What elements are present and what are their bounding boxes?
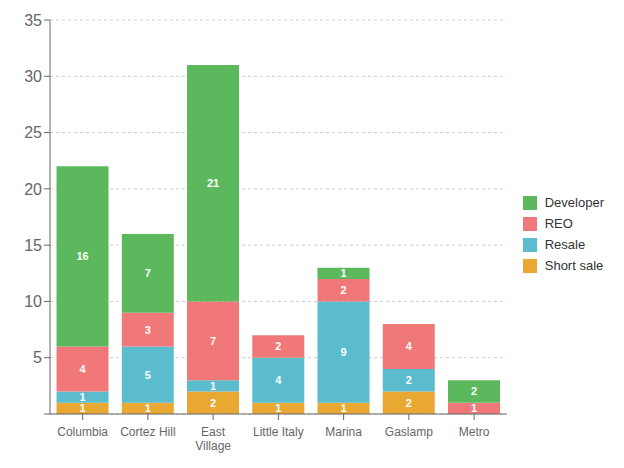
html-text:Developer: Developer — [544, 195, 604, 210]
svg-text:4: 4 — [406, 340, 413, 352]
html-text:Short sale: Short sale — [544, 258, 604, 273]
svg-text:20: 20 — [24, 181, 42, 198]
html-text:REO: REO — [544, 216, 573, 231]
svg-text:2: 2 — [340, 284, 346, 296]
svg-text:2: 2 — [210, 397, 216, 409]
svg-text:Metro: Metro — [459, 425, 490, 439]
svg-text:1: 1 — [145, 402, 151, 414]
svg-text:1: 1 — [471, 402, 477, 414]
svg-text:Gaslamp: Gaslamp — [385, 425, 433, 439]
svg-text:1: 1 — [79, 402, 85, 414]
svg-text:10: 10 — [24, 293, 42, 310]
svg-text:25: 25 — [24, 124, 42, 141]
svg-text:16: 16 — [76, 250, 88, 262]
svg-text:1: 1 — [340, 402, 346, 414]
svg-text:4: 4 — [79, 363, 86, 375]
svg-text:2: 2 — [406, 397, 412, 409]
svg-text:1: 1 — [275, 402, 281, 414]
svg-text:Little Italy: Little Italy — [253, 425, 304, 439]
svg-text:3: 3 — [145, 324, 151, 336]
svg-text:30: 30 — [24, 68, 42, 85]
svg-text:Cortez Hill: Cortez Hill — [120, 425, 175, 439]
svg-text:5: 5 — [33, 349, 42, 366]
svg-text:2: 2 — [275, 340, 281, 352]
svg-text:15: 15 — [24, 237, 42, 254]
svg-text:2: 2 — [406, 374, 412, 386]
svg-text:4: 4 — [275, 374, 282, 386]
svg-text:Marina: Marina — [325, 425, 362, 439]
svg-text:5: 5 — [145, 369, 151, 381]
svg-text:9: 9 — [340, 346, 346, 358]
html-text:Resale: Resale — [544, 237, 586, 252]
svg-text:1: 1 — [210, 380, 216, 392]
svg-text:21: 21 — [207, 177, 219, 189]
svg-text:7: 7 — [145, 267, 151, 279]
svg-text:1: 1 — [79, 391, 85, 403]
svg-text:1: 1 — [340, 267, 346, 279]
svg-text:EastVillage: EastVillage — [195, 425, 231, 453]
svg-text:35: 35 — [24, 12, 42, 29]
svg-text:Columbia: Columbia — [57, 425, 108, 439]
svg-text:7: 7 — [210, 335, 216, 347]
svg-text:2: 2 — [471, 385, 477, 397]
